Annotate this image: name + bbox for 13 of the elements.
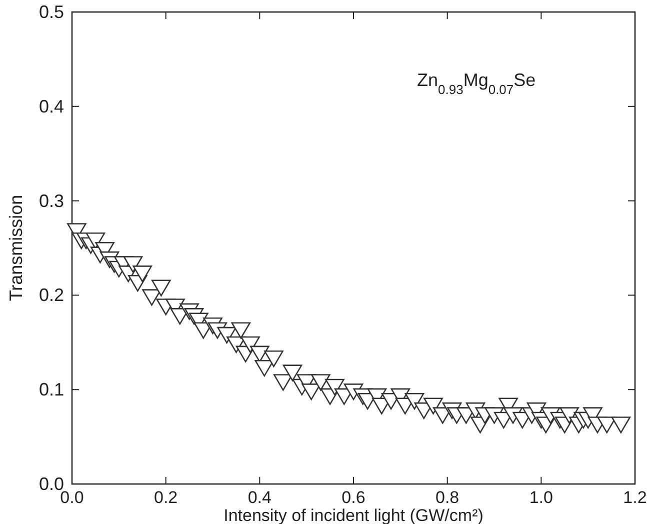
x-tick-label: 0.2: [154, 488, 178, 507]
x-tick-label: 0.8: [436, 488, 460, 507]
x-tick-label: 0.6: [342, 488, 366, 507]
annotation: Zn$_{0.93}$Mg$_{0.07}$Se: [417, 70, 536, 96]
y-axis-title: Transmission: [6, 194, 26, 302]
y-tick-label: 0.3: [38, 190, 64, 211]
x-tick-label: 1.2: [623, 488, 647, 507]
y-tick-label: 0.2: [38, 285, 64, 306]
y-tick-label: 0.5: [38, 2, 64, 22]
x-tick-label: 0.4: [248, 488, 272, 507]
y-tick-label: 0.4: [38, 96, 64, 116]
y-tick-label: 0.1: [38, 380, 64, 400]
x-tick-label: 1.0: [529, 488, 553, 507]
